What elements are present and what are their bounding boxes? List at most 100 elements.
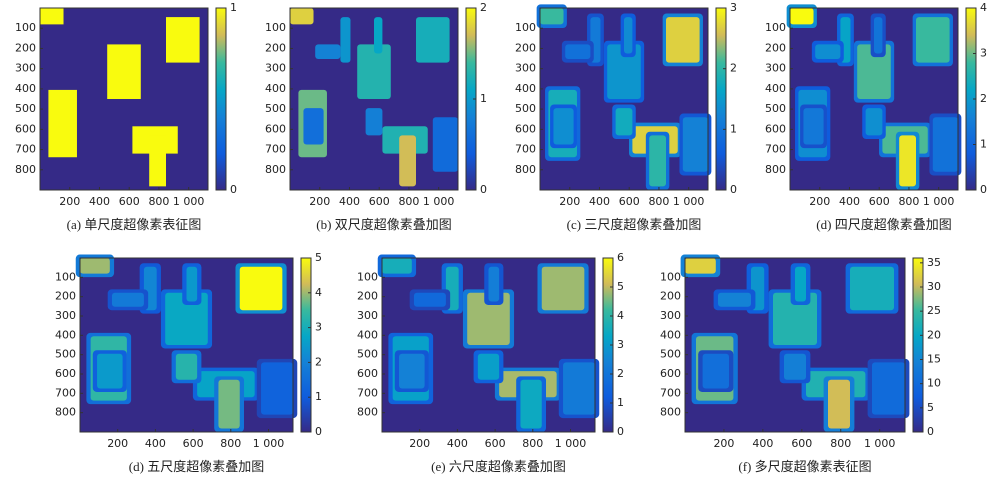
y-tick-label: 400 bbox=[515, 82, 536, 95]
y-tick-label: 500 bbox=[515, 102, 536, 115]
y-tick-label: 600 bbox=[515, 122, 536, 135]
x-tick-label: 600 bbox=[119, 195, 140, 208]
colorbar bbox=[912, 257, 924, 433]
heatmap-region bbox=[649, 135, 666, 187]
x-tick-label: 400 bbox=[447, 437, 468, 450]
y-tick-label: 800 bbox=[765, 163, 786, 176]
x-tick-label: 1 000 bbox=[253, 437, 285, 450]
y-tick-label: 600 bbox=[765, 122, 786, 135]
colorbar-tick-label: 35 bbox=[927, 256, 941, 269]
y-tick-label: 800 bbox=[515, 163, 536, 176]
y-tick-label: 300 bbox=[357, 309, 378, 322]
heatmap-region bbox=[166, 17, 200, 63]
colorbar-tick-label: 0 bbox=[980, 183, 987, 196]
heatmap-region bbox=[261, 362, 293, 415]
y-tick-label: 700 bbox=[357, 386, 378, 399]
heatmap-region bbox=[382, 258, 412, 274]
heatmap-region bbox=[432, 117, 458, 172]
y-tick-label: 200 bbox=[515, 41, 536, 54]
heatmap-region bbox=[563, 362, 595, 415]
x-tick-label: 1 000 bbox=[923, 195, 955, 208]
y-tick-label: 700 bbox=[15, 143, 36, 156]
subplot: 200 400 600 800 1 000 100 200 300 400 500 600 700 80… bbox=[15, 1, 237, 232]
subplot: 200 400 600 800 1 000 100 200 300 400 500 600 700 80… bbox=[265, 1, 487, 232]
x-tick-label: 600 bbox=[791, 437, 812, 450]
heatmap-region bbox=[553, 108, 574, 145]
y-tick-label: 700 bbox=[660, 386, 681, 399]
heatmap-region bbox=[107, 44, 141, 99]
y-tick-label: 300 bbox=[660, 309, 681, 322]
heatmap-region bbox=[488, 266, 500, 302]
caption: (f) 多尺度超像素表征图 bbox=[738, 459, 871, 474]
x-tick-label: 400 bbox=[839, 195, 860, 208]
colorbar-tick-label: 5 bbox=[927, 401, 934, 414]
x-tick-label: 1 000 bbox=[673, 195, 705, 208]
heatmap-region bbox=[149, 135, 166, 187]
y-tick-label: 600 bbox=[660, 367, 681, 380]
x-tick-label: 200 bbox=[713, 437, 734, 450]
heatmap-region bbox=[790, 8, 814, 25]
heatmap-region bbox=[165, 292, 208, 345]
heatmap-region bbox=[520, 379, 542, 429]
colorbar-tick-label: 4 bbox=[315, 286, 322, 299]
colorbar-tick-label: 1 bbox=[230, 1, 237, 14]
subplot: 200 400 600 800 1 000 100 200 300 400 500 600 700 80… bbox=[357, 251, 624, 474]
heatmap-region bbox=[416, 17, 450, 63]
colorbar-tick-label: 1 bbox=[480, 92, 487, 105]
colorbar-tick-label: 6 bbox=[617, 251, 624, 264]
x-tick-label: 400 bbox=[339, 195, 360, 208]
heatmap-region bbox=[815, 44, 841, 59]
y-tick-label: 800 bbox=[660, 406, 681, 419]
colorbar-tick-label: 25 bbox=[927, 304, 941, 317]
heatmap-region bbox=[48, 89, 77, 158]
colorbar bbox=[215, 7, 227, 191]
x-tick-label: 200 bbox=[559, 195, 580, 208]
heatmap-region bbox=[540, 8, 564, 25]
y-tick-label: 100 bbox=[15, 21, 36, 34]
colorbar-tick-label: 0 bbox=[480, 183, 487, 196]
colorbar-tick-label: 2 bbox=[730, 62, 737, 75]
heatmap-region bbox=[413, 292, 446, 307]
x-tick-label: 200 bbox=[107, 437, 128, 450]
y-tick-label: 500 bbox=[265, 102, 286, 115]
x-tick-label: 400 bbox=[89, 195, 110, 208]
heatmap-region bbox=[477, 353, 500, 380]
y-tick-label: 300 bbox=[265, 62, 286, 75]
heatmap-region bbox=[565, 44, 591, 59]
x-tick-label: 800 bbox=[830, 437, 851, 450]
x-tick-label: 1 000 bbox=[555, 437, 587, 450]
y-tick-label: 500 bbox=[15, 102, 36, 115]
plot-frame bbox=[539, 7, 709, 191]
colorbar-tick-label: 4 bbox=[617, 309, 624, 322]
y-tick-label: 600 bbox=[15, 122, 36, 135]
y-tick-label: 200 bbox=[357, 290, 378, 303]
plot-frame bbox=[789, 7, 959, 191]
y-tick-label: 100 bbox=[357, 270, 378, 283]
y-tick-label: 500 bbox=[357, 348, 378, 361]
colorbar-tick-label: 2 bbox=[315, 355, 322, 368]
heatmap-region bbox=[666, 17, 700, 63]
colorbar-tick-label: 1 bbox=[730, 122, 737, 135]
heatmap-region bbox=[916, 17, 950, 63]
heatmap-region bbox=[541, 266, 585, 311]
caption: (c) 三尺度超像素叠加图 bbox=[567, 217, 702, 232]
y-tick-label: 800 bbox=[357, 406, 378, 419]
caption: (a) 单尺度超像素表征图 bbox=[67, 217, 202, 232]
heatmap-region bbox=[80, 258, 110, 274]
heatmap-region bbox=[899, 135, 916, 187]
y-tick-label: 800 bbox=[55, 406, 76, 419]
colorbar-tick-label: 3 bbox=[315, 321, 322, 334]
heatmap-region bbox=[97, 353, 123, 389]
y-tick-label: 200 bbox=[55, 290, 76, 303]
plot-frame bbox=[289, 7, 459, 191]
heatmap-region bbox=[374, 17, 383, 54]
heatmap-region bbox=[365, 108, 383, 136]
y-tick-label: 800 bbox=[265, 163, 286, 176]
x-tick-label: 200 bbox=[409, 437, 430, 450]
y-tick-label: 600 bbox=[265, 122, 286, 135]
y-tick-label: 100 bbox=[55, 270, 76, 283]
heatmap-region bbox=[803, 108, 824, 145]
x-tick-label: 600 bbox=[369, 195, 390, 208]
y-tick-label: 200 bbox=[765, 41, 786, 54]
plot-frame bbox=[39, 7, 209, 191]
